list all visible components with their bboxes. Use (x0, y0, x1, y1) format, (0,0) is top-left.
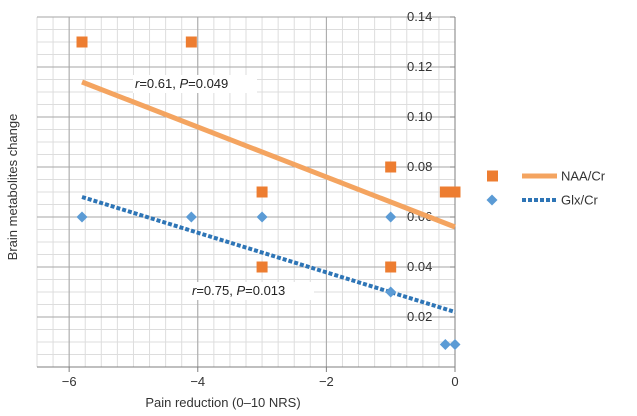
point-glx-cr (76, 211, 88, 223)
legend-marker-naa-cr (487, 170, 498, 182)
point-naa-cr (185, 36, 197, 48)
x-tick-label: −6 (62, 374, 77, 389)
point-naa-cr (449, 186, 461, 198)
annotations: r=0.61, P=0.049 r=0.75, P=0.013 (133, 75, 314, 300)
trendline-naa-cr (81, 79, 456, 230)
point-glx-cr (385, 211, 397, 223)
point-glx-cr (449, 339, 461, 350)
point-naa-cr (439, 186, 451, 198)
point-naa-cr (76, 36, 88, 48)
x-tick-label: −2 (319, 374, 334, 389)
point-glx-cr (439, 339, 451, 350)
x-tick-label: −4 (190, 374, 205, 389)
point-naa-cr (256, 261, 268, 273)
grid (36, 16, 456, 368)
y-tick-label: 0.10 (407, 109, 432, 124)
annotation-background (190, 282, 314, 300)
point-glx-cr (256, 211, 268, 223)
point-glx-cr (385, 286, 397, 298)
y-tick-label: 0.08 (407, 159, 432, 174)
annotation-background (133, 75, 257, 93)
x-axis-title: Pain reduction (0–10 NRS) (145, 395, 300, 410)
y-tick-label: 0.04 (407, 259, 432, 274)
legend-marker-glx-cr (486, 194, 498, 206)
data-points (76, 36, 461, 350)
legend-label-glx-cr: Glx/Cr (561, 193, 599, 208)
correlation-annotation: r=0.61, P=0.049 (135, 76, 228, 91)
y-tick-label: 0.02 (407, 309, 432, 324)
correlation-annotation: r=0.75, P=0.013 (192, 283, 285, 298)
legend: NAA/Cr Glx/Cr (486, 169, 606, 208)
legend-label-naa-cr: NAA/Cr (561, 169, 606, 184)
point-naa-cr (256, 186, 268, 198)
y-axis-title: Brain metabolites change (5, 114, 20, 261)
y-tick-label: 0.14 (407, 9, 432, 24)
y-tick-label: 0.12 (407, 59, 432, 74)
x-tick-label: 0 (451, 374, 458, 389)
point-naa-cr (385, 261, 397, 273)
axes: 0.020.040.060.080.100.120.14−6 −4 −2 0 (37, 9, 459, 389)
point-glx-cr (185, 211, 197, 223)
point-naa-cr (385, 161, 397, 173)
